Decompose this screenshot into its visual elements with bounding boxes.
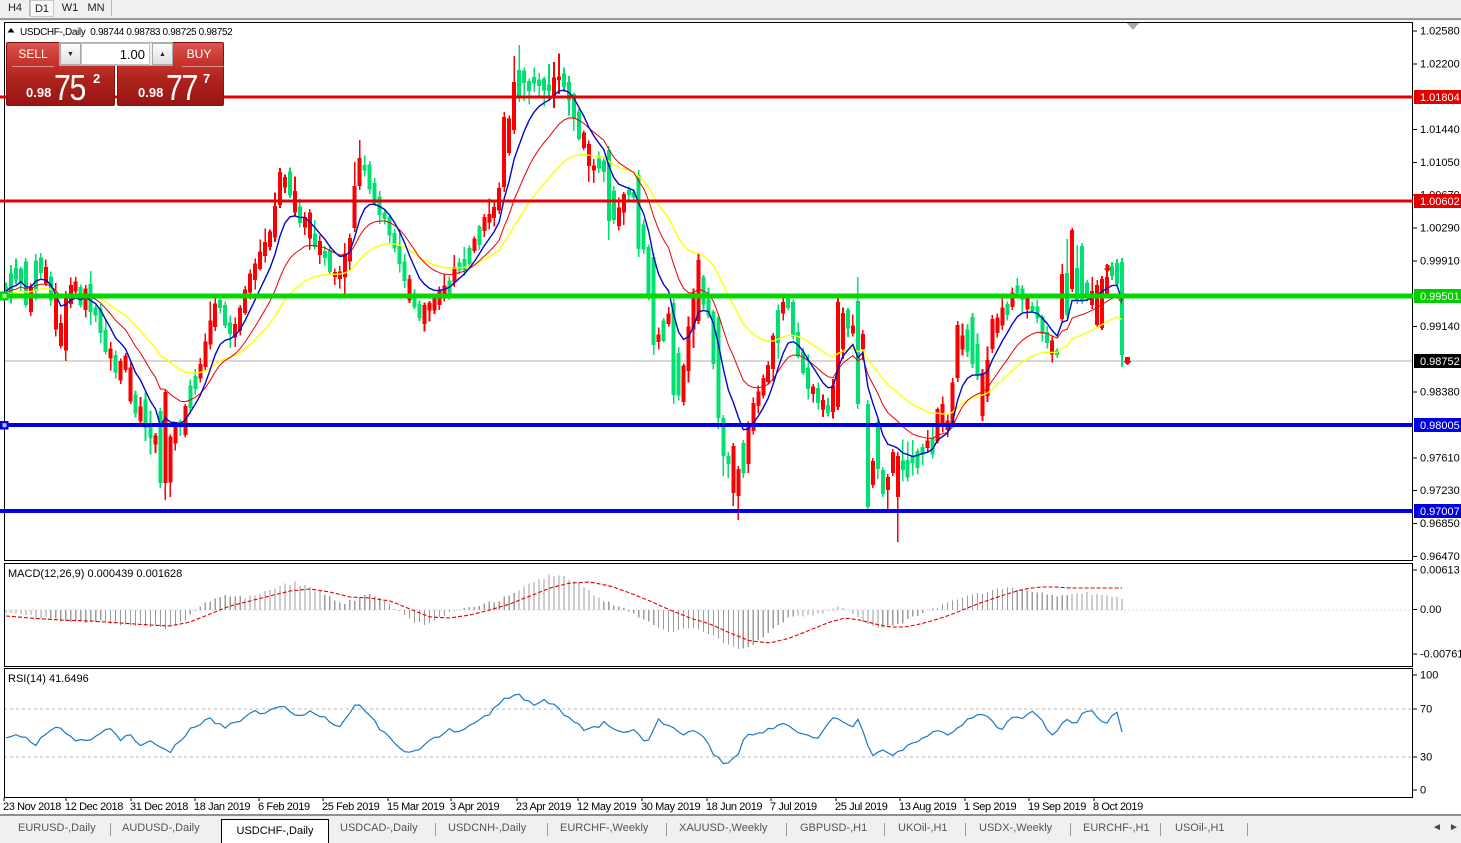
svg-text:19 Sep 2019: 19 Sep 2019: [1028, 801, 1086, 813]
svg-text:18 Jun 2019: 18 Jun 2019: [706, 801, 762, 813]
svg-text:0.00613: 0.00613: [1420, 565, 1460, 577]
svg-text:1.00290: 1.00290: [1420, 223, 1460, 235]
svg-text:0: 0: [1420, 785, 1426, 797]
svg-text:RSI(14) 41.6496: RSI(14) 41.6496: [8, 673, 89, 685]
svg-text:7 Jul 2019: 7 Jul 2019: [770, 801, 817, 813]
svg-text:1.01050: 1.01050: [1420, 157, 1460, 169]
svg-text:6 Feb 2019: 6 Feb 2019: [258, 801, 310, 813]
svg-text:25 Jul 2019: 25 Jul 2019: [835, 801, 888, 813]
svg-text:100: 100: [1420, 670, 1438, 682]
svg-text:USDCHF-,Daily 0.98744 0.98783: USDCHF-,Daily 0.98744 0.98783 0.98725 0.…: [20, 27, 233, 38]
svg-text:8 Oct 2019: 8 Oct 2019: [1093, 801, 1143, 813]
svg-text:1.02200: 1.02200: [1420, 58, 1460, 70]
svg-text:0.98380: 0.98380: [1420, 387, 1460, 399]
svg-text:13 Aug 2019: 13 Aug 2019: [899, 801, 957, 813]
svg-text:23 Apr 2019: 23 Apr 2019: [516, 801, 571, 813]
svg-text:18 Jan 2019: 18 Jan 2019: [194, 801, 250, 813]
svg-text:0.98005: 0.98005: [1420, 420, 1460, 432]
svg-text:25 Feb 2019: 25 Feb 2019: [322, 801, 380, 813]
svg-text:0.99140: 0.99140: [1420, 321, 1460, 333]
svg-text:30 May 2019: 30 May 2019: [641, 801, 700, 813]
svg-text:1.02580: 1.02580: [1420, 26, 1460, 38]
svg-text:3 Apr 2019: 3 Apr 2019: [450, 801, 499, 813]
svg-text:-0.007612: -0.007612: [1420, 649, 1461, 661]
svg-text:0.00: 0.00: [1420, 604, 1441, 616]
svg-text:23 Nov 2018: 23 Nov 2018: [3, 801, 61, 813]
svg-text:15 Mar 2019: 15 Mar 2019: [387, 801, 445, 813]
svg-text:0.96850: 0.96850: [1420, 518, 1460, 530]
svg-text:70: 70: [1420, 704, 1432, 716]
svg-text:1.01804: 1.01804: [1420, 92, 1460, 104]
svg-text:0.99501: 0.99501: [1420, 291, 1460, 303]
svg-text:30: 30: [1420, 752, 1432, 764]
svg-text:MACD(12,26,9) 0.000439 0.00162: MACD(12,26,9) 0.000439 0.001628: [8, 568, 182, 580]
svg-text:0.97230: 0.97230: [1420, 485, 1460, 497]
svg-text:0.99910: 0.99910: [1420, 255, 1460, 267]
svg-text:1.01440: 1.01440: [1420, 124, 1460, 136]
svg-text:0.97610: 0.97610: [1420, 452, 1460, 464]
svg-text:31 Dec 2018: 31 Dec 2018: [130, 801, 188, 813]
svg-text:0.97007: 0.97007: [1420, 506, 1460, 518]
svg-text:1 Sep 2019: 1 Sep 2019: [964, 801, 1017, 813]
svg-text:12 May 2019: 12 May 2019: [577, 801, 636, 813]
svg-text:0.98752: 0.98752: [1420, 356, 1460, 368]
svg-text:12 Dec 2018: 12 Dec 2018: [65, 801, 123, 813]
svg-text:0.96470: 0.96470: [1420, 551, 1460, 563]
svg-text:1.00602: 1.00602: [1420, 196, 1460, 208]
